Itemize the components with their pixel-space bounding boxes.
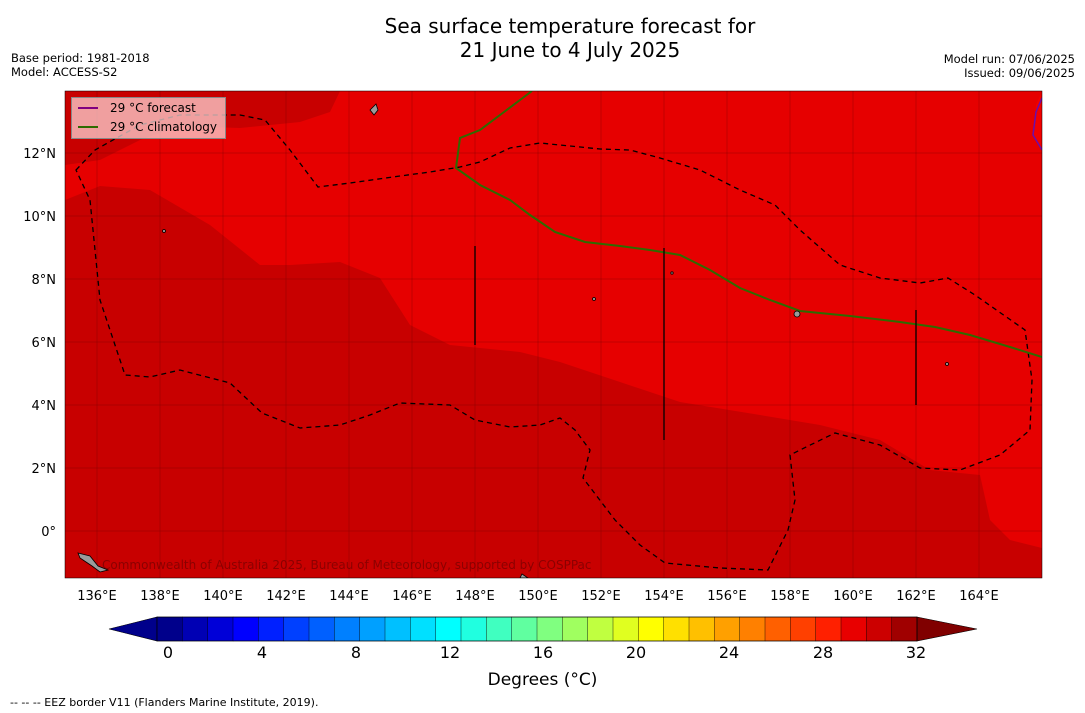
model-name: Model: ACCESS-S2 [11, 65, 118, 79]
colorbar-cell [486, 616, 513, 642]
lon-label-144: 144°E [329, 589, 369, 604]
forecast-contour [1032, 97, 1042, 151]
colorbar-cell [359, 616, 386, 642]
lon-label-136: 136°E [77, 589, 117, 604]
lon-labels: 136°E 138°E 140°E 142°E 144°E 146°E 148°… [77, 589, 999, 604]
lon-label-154: 154°E [644, 589, 684, 604]
lat-label-0: 0° [41, 525, 56, 540]
colorbar-cell [638, 616, 665, 642]
lat-label-6n: 6°N [32, 336, 57, 351]
colorbar-cell [739, 616, 766, 642]
colorbar-cell [182, 616, 209, 642]
lon-label-160: 160°E [833, 589, 873, 604]
colorbar-cell [562, 616, 589, 642]
colorbar-tick-8: 8 [351, 643, 361, 662]
lon-label-138: 138°E [140, 589, 180, 604]
colorbar-cell [714, 616, 741, 642]
colorbar-tick-4: 4 [257, 643, 267, 662]
lat-label-4n: 4°N [32, 399, 57, 414]
lat-labels: 12°N 10°N 8°N 6°N 4°N 2°N 0° [23, 147, 56, 540]
sst-darker-region [65, 186, 1042, 578]
colorbar-cells [156, 616, 918, 642]
colorbar-cell [790, 616, 817, 642]
colorbar-cell [663, 616, 690, 642]
colorbar-cell [891, 616, 918, 642]
map-frame [64, 90, 1043, 579]
lon-label-148: 148°E [455, 589, 495, 604]
lon-label-156: 156°E [707, 589, 747, 604]
colorbar-low-extension [108, 616, 158, 642]
legend-climatology-label: 29 °C climatology [110, 120, 218, 134]
colorbar-cell [156, 616, 183, 642]
islands [77, 103, 949, 578]
colorbar-cell [283, 616, 310, 642]
lon-label-150: 150°E [518, 589, 558, 604]
colorbar-cell [410, 616, 437, 642]
colorbar-tick-0: 0 [163, 643, 173, 662]
colorbar-cell [334, 616, 361, 642]
colorbar-ticks: 0 4 8 12 16 20 24 28 32 [163, 643, 926, 662]
lat-label-10n: 10°N [23, 210, 56, 225]
base-period: Base period: 1981-2018 [11, 51, 150, 65]
model-run: Model run: 07/06/2025 [943, 52, 1075, 66]
colorbar-cell [866, 616, 893, 642]
sst-lighter-region-east [1034, 91, 1042, 150]
lon-label-152: 152°E [581, 589, 621, 604]
lon-label-158: 158°E [770, 589, 810, 604]
colorbar-cell [536, 616, 563, 642]
colorbar-cell [258, 616, 285, 642]
colorbar-tick-12: 12 [440, 643, 460, 662]
colorbar-cell [207, 616, 234, 642]
legend-forecast: 29 °C forecast [78, 100, 196, 116]
colorbar-tick-32: 32 [906, 643, 926, 662]
colorbar-cell [511, 616, 538, 642]
issued-date: Issued: 09/06/2025 [964, 66, 1075, 80]
map-legend: 29 °C forecast 29 °C climatology [71, 97, 226, 139]
legend-forecast-swatch [78, 107, 98, 109]
legend-climatology: 29 °C climatology [78, 119, 217, 135]
lon-label-162: 162°E [896, 589, 936, 604]
lon-label-140: 140°E [203, 589, 243, 604]
lon-label-142: 142°E [266, 589, 306, 604]
colorbar-cell [840, 616, 867, 642]
lat-label-8n: 8°N [32, 273, 57, 288]
colorbar-cell [435, 616, 462, 642]
lon-label-146: 146°E [392, 589, 432, 604]
colorbar-tick-20: 20 [626, 643, 646, 662]
colorbar-cell [764, 616, 791, 642]
colorbar-frame [156, 616, 918, 642]
colorbar-cell [587, 616, 614, 642]
colorbar-cell [815, 616, 842, 642]
copyright-watermark: Commonwealth of Australia 2025, Bureau o… [102, 558, 592, 572]
colorbar-cell [460, 616, 487, 642]
eez-footnote: -- -- -- EEZ border V11 (Flanders Marine… [10, 696, 319, 709]
colorbar-tick-28: 28 [813, 643, 833, 662]
title-line-2: 21 June to 4 July 2025 [459, 38, 681, 62]
colorbar-cell [308, 616, 335, 642]
meta-left: Base period: 1981-2018 Model: ACCESS-S2 [11, 51, 150, 79]
climatology-contour [454, 91, 1042, 358]
lat-label-2n: 2°N [32, 462, 57, 477]
lat-label-12n: 12°N [23, 147, 56, 162]
colorbar-cell [232, 616, 259, 642]
colorbar-cell [384, 616, 411, 642]
map-area [65, 91, 1042, 578]
colorbar-title: Degrees (°C) [487, 670, 598, 690]
colorbar-cell [612, 616, 639, 642]
map-title: Sea surface temperature forecast for 21 … [270, 14, 870, 62]
legend-forecast-label: 29 °C forecast [110, 101, 196, 115]
meta-right: Model run: 07/06/2025 Issued: 09/06/2025 [944, 52, 1075, 80]
colorbar-tick-16: 16 [533, 643, 553, 662]
artefact-lines [474, 246, 917, 440]
lon-label-164: 164°E [959, 589, 999, 604]
colorbar-cell [688, 616, 715, 642]
colorbar [108, 616, 978, 642]
colorbar-tick-24: 24 [719, 643, 739, 662]
legend-climatology-swatch [78, 126, 98, 128]
eez-border [75, 114, 1033, 571]
title-line-1: Sea surface temperature forecast for [384, 14, 756, 38]
colorbar-high-extension [916, 616, 978, 642]
